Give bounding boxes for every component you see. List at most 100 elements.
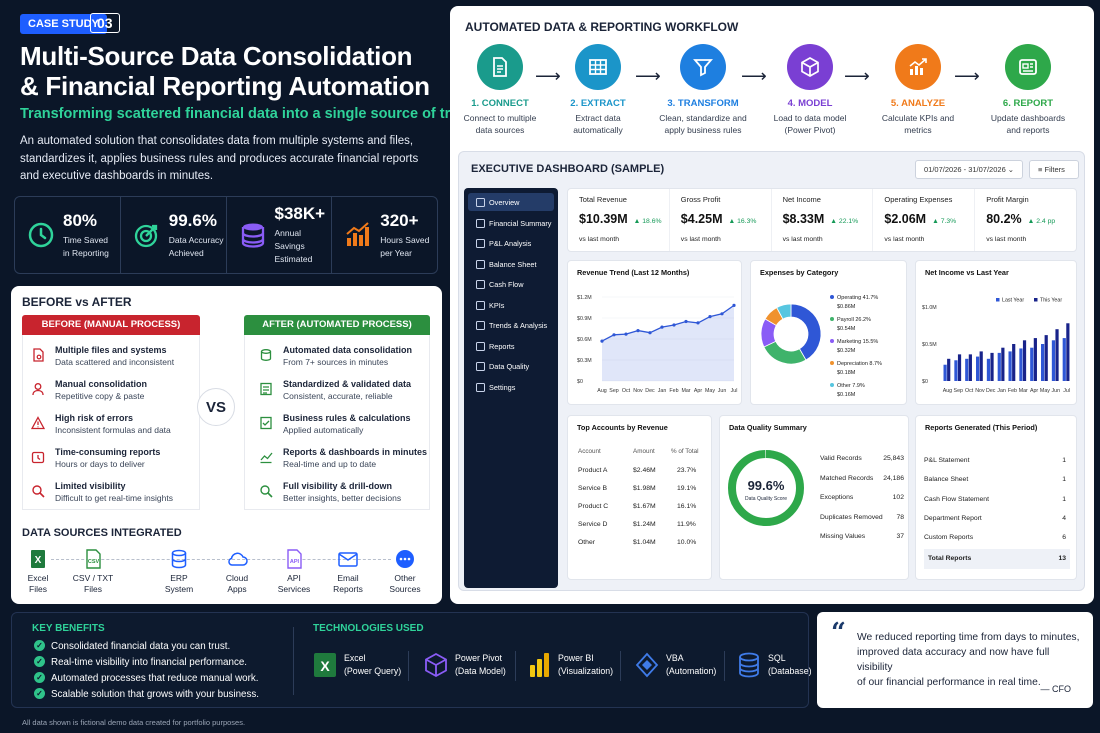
before-after-heading: BEFORE vs AFTER — [22, 295, 132, 309]
y-tick-label: $0.5M — [922, 342, 937, 348]
search-icon — [32, 485, 45, 498]
stat-value: 320+ — [380, 210, 419, 230]
filter-icon: ≡ — [1038, 165, 1043, 174]
before-item: Multiple files and systems Data scattered… — [31, 345, 174, 367]
source-label: Reports — [333, 584, 363, 594]
revenue-point — [732, 303, 736, 307]
y-tick-label: $0.3M — [577, 358, 592, 364]
table-row: Missing Values 37 — [820, 527, 904, 547]
after-item-title: Standardized & validated data — [283, 379, 412, 389]
table-cell: 24,186 — [883, 474, 904, 482]
step-desc: metrics — [904, 125, 932, 135]
benefit-item: Real-time visibility into financial perf… — [34, 656, 247, 668]
desc-line: standardizes it, applies business rules … — [20, 152, 419, 165]
revenue-area — [602, 305, 734, 381]
tech-name: Power Pivot — [455, 653, 502, 663]
stat-label: Annual Savings — [274, 228, 305, 251]
divider — [724, 651, 725, 681]
step-desc: Clean, standardize and — [659, 113, 747, 123]
table-cell: Matched Records — [820, 474, 874, 482]
stat-label: per Year — [380, 247, 412, 258]
data-quality-panel: Data Quality Summary 99.6% Data Quality … — [719, 415, 909, 580]
table-cell: 16.1% — [677, 503, 697, 510]
before-item-sub: Hours or days to deliver — [55, 459, 145, 469]
net-income-panel: Net Income vs Last Year $1.0M $0.5M $0 Last… — [915, 260, 1077, 405]
tech-sql: SQL (Database) — [736, 651, 812, 679]
tech-sub: (Visualization) — [558, 666, 614, 676]
kpi-value: $4.25M — [680, 212, 723, 226]
source-email: Email Reports — [318, 549, 378, 595]
revenue-trend-panel: Revenue Trend (Last 12 Months) $1.2M $0.9… — [567, 260, 742, 405]
nav-data-quality[interactable]: Data Quality — [468, 357, 554, 375]
stat-label: Achieved — [168, 247, 204, 258]
table-cell: 23.7% — [677, 467, 697, 474]
nav-overview[interactable]: Overview — [468, 193, 554, 211]
tech-name: SQL — [768, 653, 786, 663]
table-cell: Service B — [578, 485, 608, 492]
nav-trends[interactable]: Trends & Analysis — [468, 316, 554, 334]
filters-label: Filters — [1044, 165, 1065, 174]
table-row: Exceptions 102 — [820, 488, 904, 508]
nav-cash-flow[interactable]: Cash Flow — [468, 275, 554, 293]
step-desc: data sources — [475, 125, 525, 135]
x-tick-label: Apr — [694, 388, 702, 394]
table-cell: $1.67M — [633, 503, 656, 510]
step-desc: Update dashboards — [990, 113, 1066, 123]
source-other: Other Sources — [375, 549, 435, 595]
x-tick-label: Aug — [943, 388, 952, 394]
bar — [947, 358, 951, 381]
cloud-icon — [228, 552, 248, 566]
date-range-picker[interactable]: 01/07/2026 - 31/07/2026 ⌄ — [915, 160, 1023, 179]
legend-swatch — [830, 361, 834, 365]
footer-disclaimer: All data shown is fictional demo data cr… — [22, 718, 246, 727]
nav-balance-sheet[interactable]: Balance Sheet — [468, 255, 554, 273]
target-icon — [134, 224, 157, 248]
step-desc: Load to data model — [773, 113, 847, 123]
dashboard-sidebar: Overview Financial Summary P&L Analysis … — [464, 188, 558, 588]
expenses-donut-chart: Operating 41.7% $0.86M Payroll 26.2% $0.54M… — [760, 295, 882, 398]
nav-settings[interactable]: Settings — [468, 378, 554, 396]
table-cell: 13 — [1058, 555, 1066, 563]
kpi-value: $10.39M — [579, 212, 628, 226]
step-desc: (Power Pivot) — [784, 125, 836, 135]
x-tick-label: Nov — [975, 388, 985, 394]
top-accounts-panel: Top Accounts by Revenue Account Amount % o… — [567, 415, 712, 580]
database-icon — [171, 549, 187, 569]
divider — [293, 627, 294, 695]
filters-button[interactable]: ≡ Filters — [1029, 160, 1079, 179]
legend-label: Payroll 26.2% — [837, 317, 871, 323]
kpi-value: $2.06M — [884, 212, 927, 226]
legend-swatch — [996, 298, 1000, 302]
y-tick-label: $1.0M — [922, 305, 937, 311]
table-cell: Total Reports — [928, 555, 972, 563]
column-header: Amount — [633, 448, 655, 455]
revenue-point — [636, 329, 640, 333]
chevron-down-icon: ⌄ — [1007, 165, 1014, 174]
technologies-heading: TECHNOLOGIES USED — [313, 623, 424, 634]
source-label: CSV / TXT — [72, 573, 114, 583]
nav-pl-analysis[interactable]: P&L Analysis — [468, 234, 554, 252]
workflow-step-transform: 3. TRANSFORM Clean, standardize and apply… — [653, 44, 753, 136]
nav-kpis[interactable]: KPIs — [468, 296, 554, 314]
reports-panel: Reports Generated (This Period) P&L Stat… — [915, 415, 1077, 580]
sources-connector — [51, 559, 391, 560]
nav-reports[interactable]: Reports — [468, 337, 554, 355]
analytics-icon — [895, 44, 941, 90]
x-tick-label: Feb — [669, 388, 678, 394]
bar — [1055, 329, 1059, 381]
before-item: Time-consuming reports Hours or days to d… — [31, 447, 160, 469]
nav-financial-summary[interactable]: Financial Summary — [468, 214, 554, 232]
source-label: Sources — [389, 584, 421, 594]
after-header: AFTER (AUTOMATED PROCESS) — [244, 315, 430, 335]
reports-table: P&L Statement 1 Balance Sheet 1 Cash Flow … — [924, 451, 1070, 569]
case-study-number: 03 — [90, 13, 120, 33]
after-item-sub: From 7+ sources in minutes — [283, 357, 389, 367]
stat-value: 99.6% — [168, 210, 217, 230]
data-quality-table: Valid Records 25,843 Matched Records 24,18… — [820, 449, 904, 547]
before-item-title: Manual consolidation — [55, 379, 148, 389]
table-cell: 4 — [1062, 514, 1066, 522]
x-tick-label: May — [705, 388, 715, 394]
table-cell: Department Report — [924, 514, 982, 522]
before-item-title: High risk of errors — [55, 413, 134, 423]
revenue-point — [684, 319, 688, 324]
